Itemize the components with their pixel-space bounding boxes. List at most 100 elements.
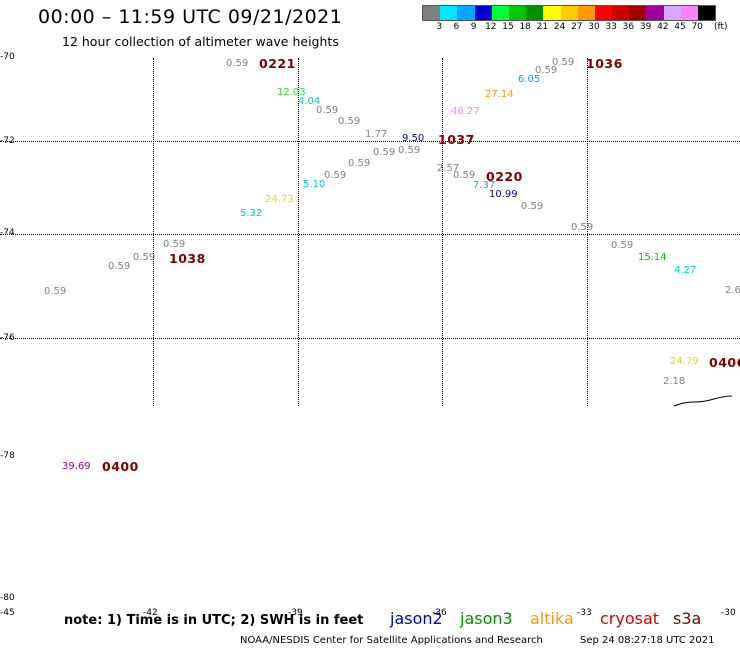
legend-swatch bbox=[457, 6, 475, 20]
pass-time-label: 1036 bbox=[586, 56, 623, 71]
gridline-lat-74 bbox=[0, 234, 740, 235]
gridline-lon-d bbox=[587, 58, 588, 406]
wave-height-value: 0.59 bbox=[373, 147, 396, 158]
legend-swatch bbox=[680, 6, 698, 20]
pass-time-label: 1038 bbox=[169, 251, 206, 266]
wave-height-value: 0.59 bbox=[521, 201, 544, 212]
legend-tick-label: 6 bbox=[453, 22, 460, 32]
wave-height-value: 0.59 bbox=[133, 252, 156, 263]
wave-height-value: 24.73 bbox=[265, 194, 294, 205]
pass-time-label: 0220 bbox=[486, 169, 523, 184]
lat-label: -70 bbox=[0, 52, 15, 62]
gridline-lon-c bbox=[442, 58, 443, 406]
wave-height-value: 5.10 bbox=[303, 179, 326, 190]
lon-label: -30 bbox=[721, 608, 736, 618]
legend-swatch bbox=[629, 6, 647, 20]
lat-label: -78 bbox=[0, 451, 15, 461]
wave-height-value: 0.59 bbox=[398, 145, 421, 156]
legend-tick-label: 12 bbox=[485, 22, 497, 32]
wave-height-value: 27.14 bbox=[485, 89, 514, 100]
wave-height-value: 0.59 bbox=[44, 286, 67, 297]
legend-tick-label: 39 bbox=[639, 22, 652, 32]
legend-tick-label: 70 bbox=[691, 22, 703, 32]
generated-timestamp: Sep 24 08:27:18 UTC 2021 bbox=[580, 635, 715, 646]
legend-tick-label: 33 bbox=[605, 22, 617, 32]
wave-height-value: 7.37 bbox=[473, 180, 496, 191]
satellite-legend-altika: altika bbox=[530, 609, 574, 628]
legend-swatch bbox=[474, 6, 492, 20]
legend-swatch bbox=[577, 6, 595, 20]
satellite-legend-jason3: jason3 bbox=[460, 609, 513, 628]
lon-label: -45 bbox=[0, 608, 15, 618]
pass-time-label: 0400 bbox=[102, 459, 139, 474]
legend-swatch bbox=[560, 6, 578, 20]
wave-height-value: 0.59 bbox=[571, 222, 594, 233]
legend-tick-label: 9 bbox=[470, 22, 477, 32]
wave-height-value: 1.77 bbox=[365, 129, 388, 140]
gridline-lon-b bbox=[298, 58, 299, 406]
legend-swatch bbox=[543, 6, 561, 20]
legend-tick-label: 18 bbox=[519, 22, 531, 32]
legend-tick-label: 30 bbox=[588, 22, 600, 32]
map-subtitle: 12 hour collection of altimeter wave hei… bbox=[62, 34, 339, 49]
wave-height-value: 0.59 bbox=[348, 158, 371, 169]
lon-label: -42 bbox=[143, 608, 158, 618]
lat-label: -72 bbox=[0, 136, 15, 146]
gridline-lon-a bbox=[153, 58, 154, 406]
satellite-legend-s3a: s3a bbox=[673, 609, 702, 628]
legend-tick-label: 15 bbox=[502, 22, 514, 32]
color-scale-legend bbox=[422, 5, 717, 21]
wave-height-value: 4.27 bbox=[674, 265, 697, 276]
wave-height-value: 0.59 bbox=[163, 239, 186, 250]
wave-height-value: 0.59 bbox=[535, 65, 558, 76]
pass-time-label: 0221 bbox=[259, 56, 296, 71]
wave-height-value: 0.59 bbox=[552, 57, 575, 68]
lon-label: -39 bbox=[288, 608, 303, 618]
wave-height-value: 2.57 bbox=[437, 163, 460, 174]
legend-tick-label: 24 bbox=[553, 22, 566, 32]
lat-label: -76 bbox=[0, 333, 15, 343]
legend-tick-label: 42 bbox=[657, 22, 669, 32]
wave-height-value: 6.05 bbox=[518, 74, 541, 85]
legend-tick-label: 27 bbox=[571, 22, 583, 32]
footer-note: note: 1) Time is in UTC; 2) SWH is in fe… bbox=[64, 613, 364, 628]
wave-height-value: 4.04 bbox=[298, 96, 321, 107]
wave-height-value: 0.59 bbox=[226, 58, 249, 69]
legend-tick-label: 3 bbox=[436, 22, 443, 32]
wave-height-value: 2.6 bbox=[725, 285, 740, 296]
credit-line: NOAA/NESDIS Center for Satellite Applica… bbox=[240, 635, 543, 646]
wave-height-value: 10.99 bbox=[489, 189, 518, 200]
legend-swatch bbox=[663, 6, 681, 20]
wave-height-value: 5.32 bbox=[240, 208, 263, 219]
legend-swatch bbox=[508, 6, 527, 20]
wave-height-value: 2.18 bbox=[663, 376, 686, 387]
legend-tick-label: 36 bbox=[622, 22, 635, 32]
wave-height-value: 46.27 bbox=[451, 106, 480, 117]
satellite-legend-jason2: jason2 bbox=[390, 609, 443, 628]
legend-swatch bbox=[698, 6, 716, 20]
map-title: 00:00 – 11:59 UTC 09/21/2021 bbox=[38, 6, 343, 28]
legend-tick-label: 21 bbox=[536, 22, 549, 32]
lon-label: -33 bbox=[577, 608, 592, 618]
lat-label: -80 bbox=[0, 593, 15, 603]
wave-height-value: 0.59 bbox=[338, 116, 361, 127]
wave-height-value: 0.59 bbox=[324, 170, 347, 181]
coastline bbox=[673, 395, 733, 407]
satellite-legend-cryosat: cryosat bbox=[600, 609, 660, 628]
wave-height-value: 0.59 bbox=[611, 240, 634, 251]
gridline-lat-76 bbox=[0, 338, 740, 339]
lat-label: -74 bbox=[0, 228, 15, 238]
legend-unit: (ft) bbox=[714, 22, 728, 32]
pass-time-label: 0406 bbox=[709, 355, 740, 370]
pass-time-label: 1037 bbox=[438, 132, 475, 147]
legend-swatch bbox=[594, 6, 613, 20]
lon-label: -36 bbox=[432, 608, 447, 618]
legend-tick-label: 45 bbox=[674, 22, 686, 32]
legend-swatch bbox=[646, 6, 664, 20]
wave-height-value: 0.59 bbox=[316, 105, 339, 116]
legend-swatch bbox=[440, 6, 458, 20]
wave-height-value: 0.59 bbox=[108, 261, 131, 272]
wave-height-value: 0.59 bbox=[453, 170, 476, 181]
wave-height-value: 9.50 bbox=[402, 133, 425, 144]
legend-swatch bbox=[526, 6, 544, 20]
